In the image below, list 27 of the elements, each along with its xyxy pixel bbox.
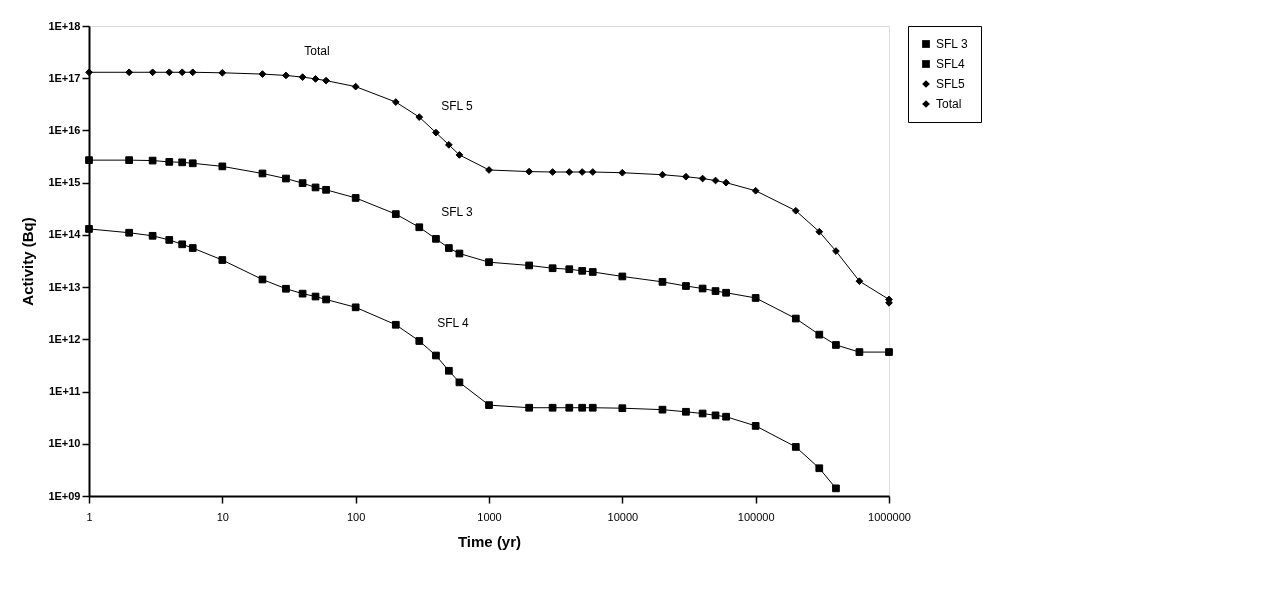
y-tick-label: 1E+11: [48, 385, 81, 398]
legend-label: Total: [936, 97, 962, 111]
y-tick-label: 1E+16: [48, 123, 81, 136]
x-tick-label: 100000: [737, 510, 775, 523]
y-tick-label: 1E+15: [48, 176, 81, 189]
x-tick-label: 10: [216, 510, 229, 523]
legend-label: SFL4: [936, 57, 966, 71]
annotation: Total: [304, 44, 330, 58]
y-tick-label: 1E+17: [48, 71, 81, 84]
x-axis-title: Time (yr): [457, 532, 522, 550]
x-tick-label: 10000: [607, 510, 639, 523]
annotation: SFL 4: [437, 316, 470, 330]
annotation: SFL 3: [441, 205, 474, 219]
y-tick-label: 1E+13: [48, 280, 81, 293]
x-tick-label: 1000000: [868, 510, 911, 523]
y-tick-label: 1E+12: [48, 332, 81, 345]
annotation: SFL 5: [441, 99, 474, 113]
y-tick-label: 1E+18: [48, 19, 81, 32]
legend-label: SFL 3: [936, 37, 968, 51]
x-tick-label: 1000: [477, 510, 502, 523]
y-axis-title: Activity (Bq): [19, 217, 37, 306]
x-tick-label: 100: [346, 510, 366, 523]
legend-label: SFL5: [936, 77, 966, 91]
y-tick-label: 1E+14: [48, 228, 82, 241]
x-tick-label: 1: [86, 510, 93, 523]
y-tick-label: 1E+10: [48, 437, 81, 450]
y-tick-label: 1E+09: [48, 489, 81, 502]
